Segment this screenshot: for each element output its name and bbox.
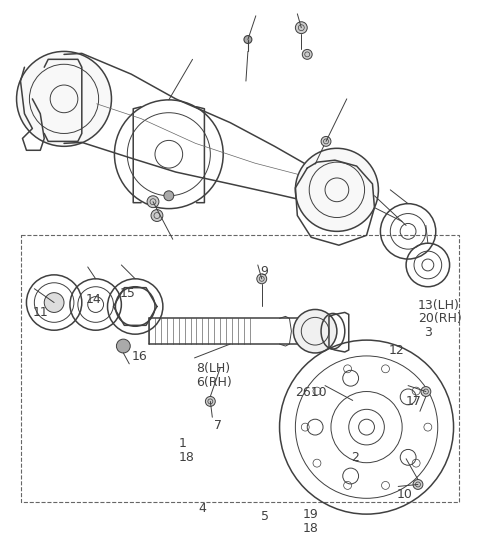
Circle shape	[44, 293, 64, 313]
Text: 2: 2	[351, 451, 359, 464]
Circle shape	[321, 136, 331, 146]
Circle shape	[302, 49, 312, 59]
Circle shape	[117, 339, 130, 353]
Text: 19: 19	[302, 508, 318, 521]
Text: 2610: 2610	[295, 386, 327, 398]
Text: 16: 16	[131, 350, 147, 363]
Circle shape	[205, 396, 216, 407]
Text: 20(RH): 20(RH)	[418, 313, 462, 325]
Circle shape	[164, 191, 174, 201]
Text: 13(LH): 13(LH)	[418, 299, 460, 311]
Circle shape	[151, 209, 163, 221]
Text: 9: 9	[260, 265, 268, 278]
Text: 10: 10	[396, 489, 412, 502]
Text: 11: 11	[32, 307, 48, 320]
Text: 12: 12	[388, 344, 404, 357]
Text: 8(LH): 8(LH)	[196, 362, 230, 375]
Circle shape	[295, 148, 378, 231]
Text: 14: 14	[86, 293, 101, 306]
Circle shape	[413, 480, 423, 489]
Circle shape	[295, 22, 307, 34]
Text: 4: 4	[198, 502, 206, 516]
Text: 17: 17	[406, 395, 422, 409]
Circle shape	[16, 52, 111, 146]
Circle shape	[257, 274, 267, 284]
Text: 1: 1	[179, 437, 187, 450]
Text: 18: 18	[179, 451, 194, 464]
Circle shape	[244, 35, 252, 43]
Text: 18: 18	[302, 522, 318, 535]
Circle shape	[147, 196, 159, 208]
Text: 6(RH): 6(RH)	[196, 376, 232, 389]
Circle shape	[421, 387, 431, 396]
Text: 15: 15	[120, 287, 135, 300]
Text: 5: 5	[261, 510, 269, 523]
Bar	[21, 235, 458, 502]
Text: 3: 3	[424, 326, 432, 339]
Text: 7: 7	[214, 419, 222, 432]
Circle shape	[293, 309, 337, 353]
